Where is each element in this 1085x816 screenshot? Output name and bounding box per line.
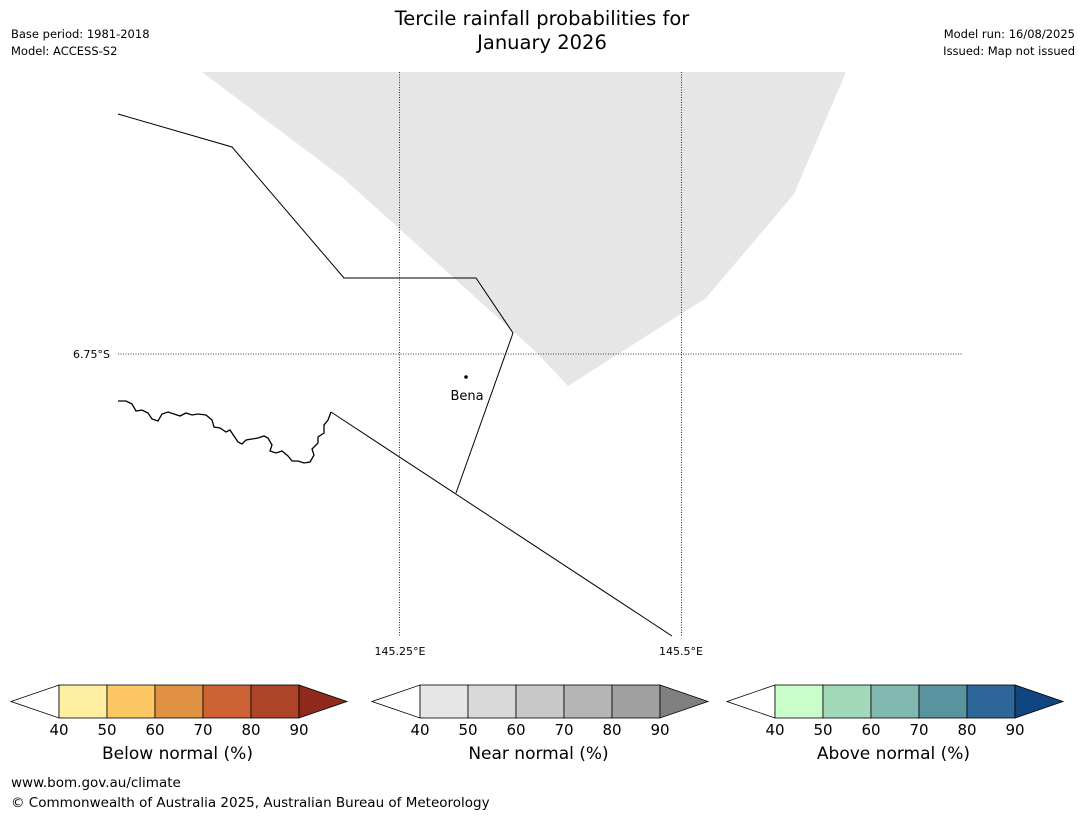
footer-copyright: © Commonwealth of Australia 2025, Austra…	[11, 795, 490, 811]
legend-below-segment	[106, 684, 156, 719]
legend-above-segment	[822, 684, 872, 719]
legend-near-tick-label: 40	[410, 721, 429, 739]
legend-below-segment	[154, 684, 204, 719]
legend-above-normal: 40 50 60 70 80 90 Above normal (%)	[726, 684, 1066, 770]
legend-near-segment	[611, 684, 661, 719]
legend-near-tick-label: 60	[506, 721, 525, 739]
legend-near-tick-label: 70	[554, 721, 573, 739]
longitude-label-2: 145.5°E	[659, 645, 703, 658]
legend-near-tick-label: 50	[458, 721, 477, 739]
legend-near-segment	[563, 684, 613, 719]
legend-below-high-extension	[298, 684, 349, 719]
legend-below-segment	[250, 684, 300, 719]
latitude-label: 6.75°S	[73, 348, 110, 361]
legend-above-segment	[774, 684, 824, 719]
near-normal-region	[202, 72, 846, 386]
legend-below-segment	[58, 684, 108, 719]
legend-near-segment	[515, 684, 565, 719]
legend-near-tick-label: 80	[602, 721, 621, 739]
legend-near-high-extension	[659, 684, 710, 719]
legend-below-tick-label: 90	[289, 721, 308, 739]
legend-near-segment	[467, 684, 517, 719]
legend-below-tick-label: 40	[49, 721, 68, 739]
province-boundary-north	[117, 113, 514, 494]
town-marker	[464, 375, 468, 379]
legend-near-tick-label: 90	[650, 721, 669, 739]
legend-above-tick-label: 80	[957, 721, 976, 739]
base-period: Base period: 1981-2018	[11, 27, 150, 41]
legend-above-high-extension	[1014, 684, 1065, 719]
legend-below-label: Below normal (%)	[102, 744, 253, 764]
town-label: Bena	[450, 389, 483, 404]
title-line-1: Tercile rainfall probabilities for	[394, 7, 690, 30]
legend-above-tick-label: 90	[1005, 721, 1024, 739]
legend-above-segment	[870, 684, 920, 719]
legend-above-tick-label: 50	[813, 721, 832, 739]
province-boundary-west	[118, 400, 332, 464]
longitude-label-1: 145.25°E	[375, 645, 426, 658]
map-title: Tercile rainfall probabilities for Janua…	[342, 7, 742, 55]
legend-below-low-extension	[10, 684, 60, 719]
legend-below-tick-label: 60	[145, 721, 164, 739]
legend-above-label: Above normal (%)	[816, 744, 971, 764]
province-boundary-south	[330, 411, 673, 637]
legend-below-tick-label: 80	[241, 721, 260, 739]
meta-right: Model run: 16/08/2025 Issued: Map not is…	[943, 26, 1075, 60]
legend-above-low-extension	[726, 684, 776, 719]
footer-url: www.bom.gov.au/climate	[11, 775, 181, 791]
legend-below-tick-label: 70	[193, 721, 212, 739]
legend-below-tick-label: 50	[97, 721, 116, 739]
model-run: Model run: 16/08/2025	[943, 27, 1075, 41]
legend-near-label: Near normal (%)	[468, 744, 609, 764]
legend-below-normal: 40 50 60 70 80 90 Below normal (%)	[10, 684, 350, 770]
legend-above-segment	[966, 684, 1016, 719]
legend-above-tick-label: 40	[765, 721, 784, 739]
legend-near-segment	[419, 684, 469, 719]
issued-status: Issued: Map not issued	[943, 44, 1075, 58]
legend-above-segment	[918, 684, 968, 719]
legend-above-tick-label: 60	[861, 721, 880, 739]
title-line-2: January 2026	[477, 31, 607, 54]
meta-left: Base period: 1981-2018 Model: ACCESS-S2	[11, 26, 150, 60]
legend-below-segment	[202, 684, 252, 719]
legend-near-low-extension	[371, 684, 421, 719]
legend-below-colorbar: 40 50 60 70 80 90	[10, 684, 349, 739]
legend-near-normal: 40 50 60 70 80 90 Near normal (%)	[371, 684, 711, 770]
legend-above-tick-label: 70	[909, 721, 928, 739]
model-name: Model: ACCESS-S2	[11, 44, 118, 58]
legend-above-colorbar: 40 50 60 70 80 90	[726, 684, 1065, 739]
legend-near-colorbar: 40 50 60 70 80 90	[371, 684, 710, 739]
